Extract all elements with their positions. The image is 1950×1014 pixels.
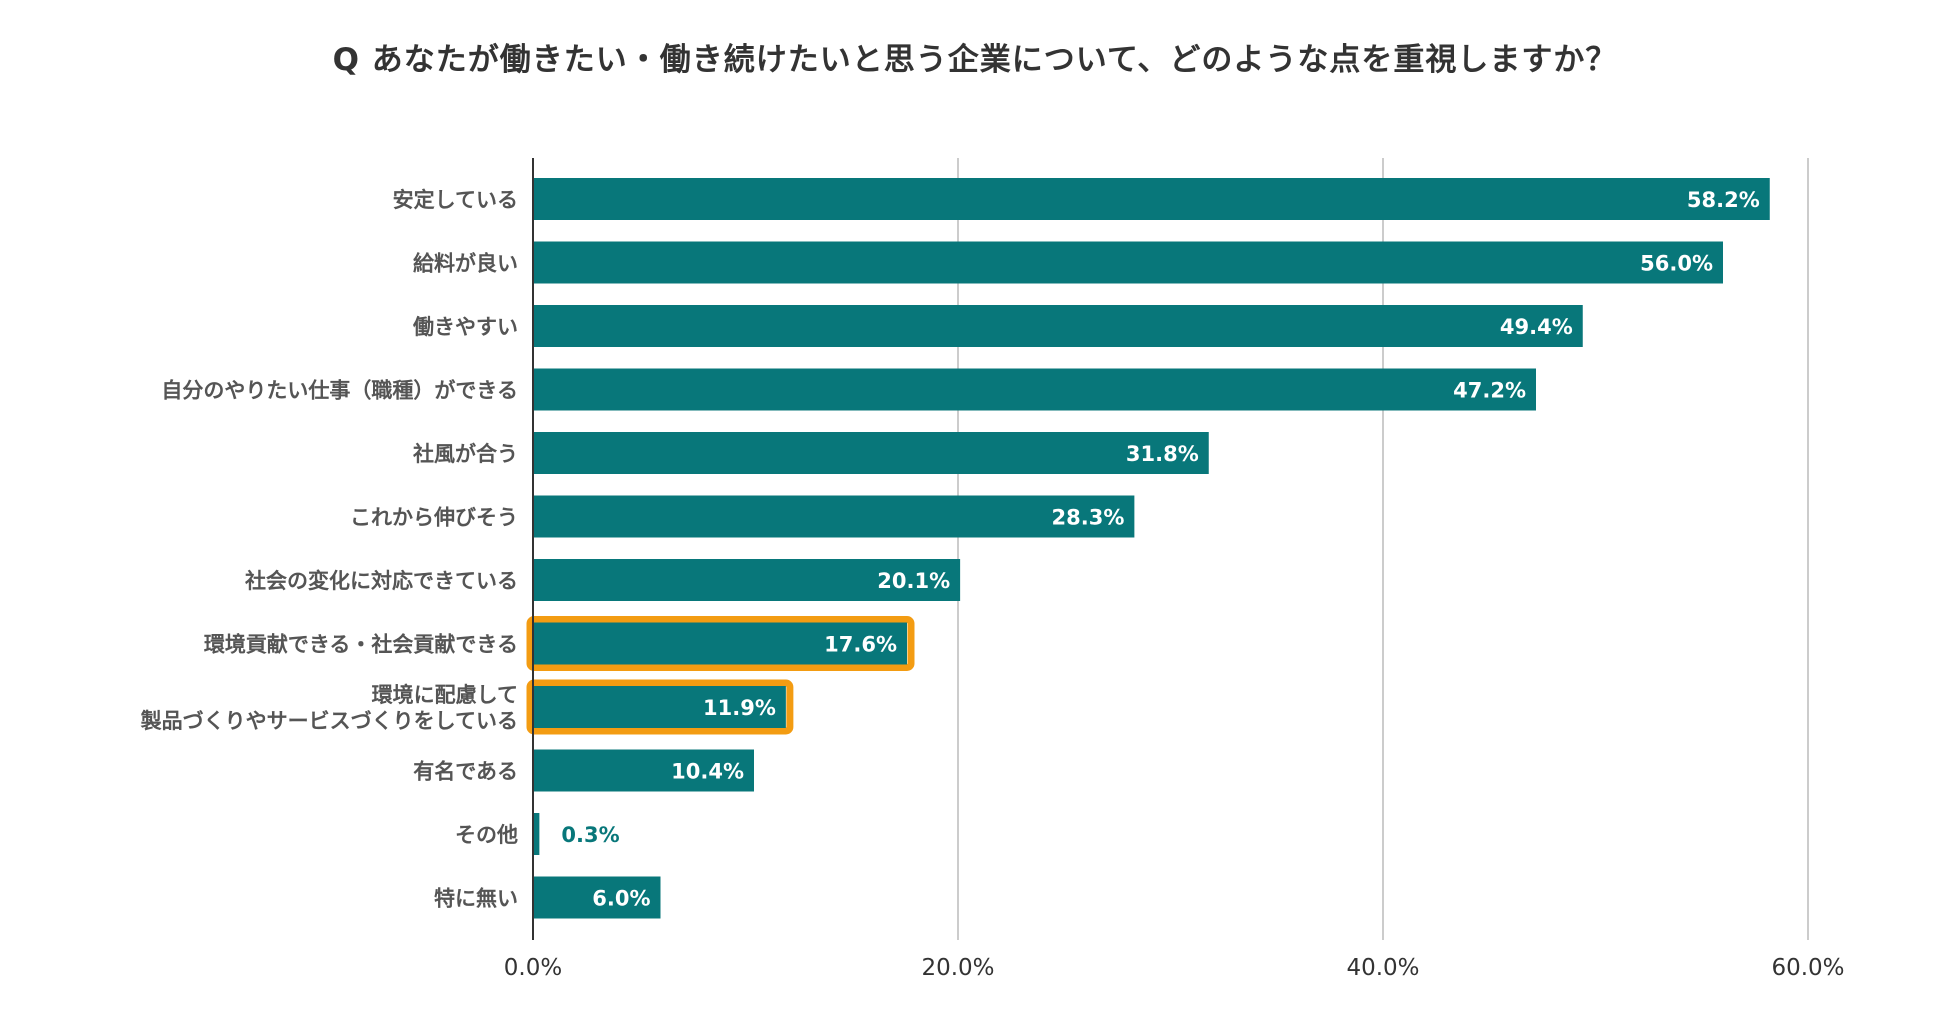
category-label: 特に無い (434, 887, 518, 911)
bar (533, 813, 540, 855)
bar-value-label: 56.0% (1640, 252, 1713, 276)
bar-value-label: 0.3% (561, 823, 619, 847)
bar-value-label: 11.9% (703, 696, 776, 720)
bar (533, 876, 661, 919)
bar (533, 368, 1536, 411)
category-label-line: 環境に配慮して (372, 683, 518, 707)
bar (533, 432, 1209, 474)
bar-value-label: 47.2% (1453, 379, 1526, 403)
chart-title: Q あなたが働きたい・働き続けたいと思う企業について、どのような点を重視しますか… (332, 42, 1618, 78)
bar-value-label: 20.1% (877, 569, 950, 593)
bar-value-label: 10.4% (671, 760, 744, 784)
bar (533, 559, 961, 601)
x-tick-label: 40.0% (1346, 955, 1419, 981)
category-label: 安定している (393, 188, 518, 212)
bar-value-label: 31.8% (1126, 442, 1199, 466)
x-tick-label: 20.0% (921, 955, 994, 981)
category-label: 働きやすい (412, 315, 518, 339)
bar (533, 241, 1723, 284)
category-label: 給料が良い (413, 252, 518, 276)
category-label: 自分のやりたい仕事（職種）ができる (161, 379, 518, 403)
x-tick-label: 0.0% (504, 955, 562, 981)
bar (533, 622, 907, 665)
category-label-line: 製品づくりやサービスづくりをしている (140, 709, 518, 733)
bar-value-label: 58.2% (1687, 188, 1760, 212)
bar (533, 686, 786, 728)
highlight-frame (526, 616, 915, 671)
category-label: 環境に配慮して製品づくりやサービスづくりをしている (140, 683, 518, 733)
category-label: 社風が合う (412, 442, 518, 466)
category-label: 有名である (413, 760, 518, 784)
bar-value-label: 6.0% (592, 887, 650, 911)
category-label: その他 (455, 823, 518, 847)
bar (533, 305, 1583, 347)
bar-value-label: 49.4% (1500, 315, 1573, 339)
bar-value-label: 17.6% (824, 633, 897, 657)
bar-value-label: 28.3% (1052, 506, 1125, 530)
category-label: 社会の変化に対応できている (244, 569, 518, 593)
bar (533, 749, 754, 792)
x-tick-label: 60.0% (1771, 955, 1844, 981)
bar (533, 495, 1135, 538)
highlight-frame (526, 679, 794, 735)
bar (533, 178, 1770, 220)
category-label: これから伸びそう (350, 506, 518, 530)
category-label: 環境貢献できる・社会貢献できる (204, 633, 518, 657)
